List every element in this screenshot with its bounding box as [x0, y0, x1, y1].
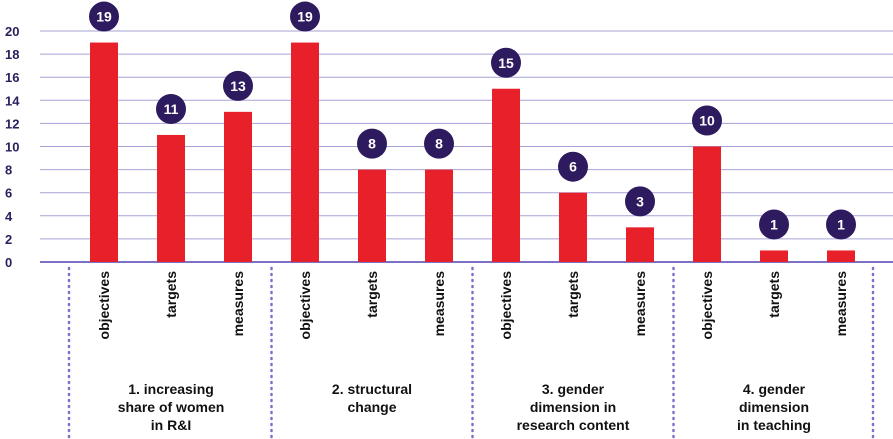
bar	[693, 146, 721, 262]
y-tick-label: 14	[5, 93, 20, 108]
group-separators	[67, 266, 875, 439]
category-label: measures	[230, 271, 246, 337]
group-label: 3. gender dimension in research content	[517, 381, 630, 433]
bar	[291, 42, 319, 262]
x-axis-categories: objectives targets measures objectives targe…	[96, 271, 849, 340]
data-label: 6	[569, 159, 577, 175]
y-tick-label: 0	[5, 255, 12, 270]
group-label: 4. gender dimension in teaching	[737, 381, 811, 433]
bar	[90, 42, 118, 262]
data-label: 13	[230, 78, 246, 94]
data-label-badge	[558, 151, 588, 182]
category-label: objectives	[297, 271, 313, 340]
y-tick-label: 10	[5, 140, 19, 155]
y-tick-label: 20	[5, 24, 19, 39]
data-label: 1	[837, 216, 845, 232]
data-label-badge	[826, 209, 856, 240]
category-label: measures	[632, 271, 648, 337]
bar	[157, 134, 185, 262]
bars	[90, 42, 855, 262]
bar	[827, 250, 855, 262]
data-label-badge	[89, 1, 119, 32]
y-tick-label: 8	[5, 163, 12, 178]
data-label: 10	[699, 113, 715, 129]
data-label-badge	[223, 70, 253, 101]
bar	[760, 250, 788, 262]
category-label: objectives	[498, 271, 514, 340]
category-label: measures	[431, 271, 447, 337]
data-label-badge	[759, 209, 789, 240]
group-labels: 1. increasing share of women in R&I 2. stru…	[118, 381, 811, 433]
data-label: 19	[297, 9, 313, 25]
data-label: 11	[164, 101, 179, 117]
category-label: targets	[766, 271, 782, 318]
y-tick-label: 4	[5, 209, 13, 224]
bar	[425, 169, 453, 262]
bar	[224, 111, 252, 262]
data-label-badge	[625, 186, 655, 217]
group-label: 1. increasing share of women in R&I	[118, 381, 225, 433]
bar	[559, 192, 587, 262]
group-label: 2. structural change	[332, 381, 412, 415]
data-label-badge	[692, 105, 722, 136]
category-label: objectives	[699, 271, 715, 340]
data-label-badge	[491, 47, 521, 78]
data-label: 8	[435, 136, 443, 152]
bar	[492, 88, 520, 262]
data-label: 15	[498, 55, 514, 71]
data-label-badge	[357, 128, 387, 159]
data-label: 1	[770, 216, 778, 232]
category-label: targets	[364, 271, 380, 318]
y-tick-label: 6	[5, 186, 12, 201]
bar	[626, 227, 654, 262]
category-label: targets	[163, 271, 179, 318]
y-tick-label: 16	[5, 70, 19, 85]
data-label: 8	[368, 136, 376, 152]
category-label: measures	[833, 271, 849, 337]
bar	[358, 169, 386, 262]
y-tick-label: 2	[5, 232, 12, 247]
y-tick-label: 12	[5, 116, 19, 131]
data-label-badge	[424, 128, 454, 159]
data-label-badge	[290, 1, 320, 32]
y-axis: 0 2 4 6 8 10 12 14 16 18 20	[5, 24, 20, 270]
category-label: targets	[565, 271, 581, 318]
category-label: objectives	[96, 271, 112, 340]
y-tick-label: 18	[5, 47, 19, 62]
data-label: 3	[636, 193, 644, 209]
data-label-badge	[156, 93, 186, 124]
data-label: 19	[96, 9, 112, 25]
